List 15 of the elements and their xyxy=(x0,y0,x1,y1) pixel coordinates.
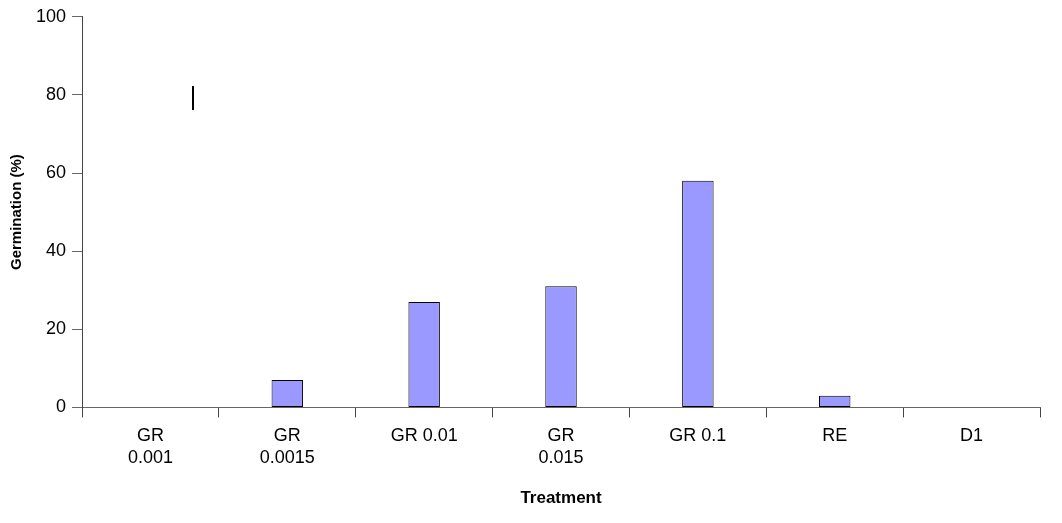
y-axis-title: Germination (%) xyxy=(7,154,25,271)
x-tick-label: D1 xyxy=(960,425,984,446)
x-tick-label: GR 0.001 xyxy=(127,425,173,467)
y-tick-label: 60 xyxy=(46,162,67,183)
y-tick-label: 100 xyxy=(35,5,67,26)
x-tick-label: RE xyxy=(822,425,848,446)
x-tick-label: GR 0.01 xyxy=(390,425,458,446)
x-tick-label: GR 0.1 xyxy=(669,425,727,446)
y-tick-label: 20 xyxy=(46,318,67,339)
y-tick-label: 80 xyxy=(46,83,67,104)
y-tick-label: 0 xyxy=(56,396,67,417)
x-tick-label: GR 0.015 xyxy=(538,425,584,467)
y-tick-label: 40 xyxy=(46,240,67,261)
x-tick-label: GR 0.0015 xyxy=(259,425,315,467)
x-axis-title: Treatment xyxy=(520,488,602,508)
